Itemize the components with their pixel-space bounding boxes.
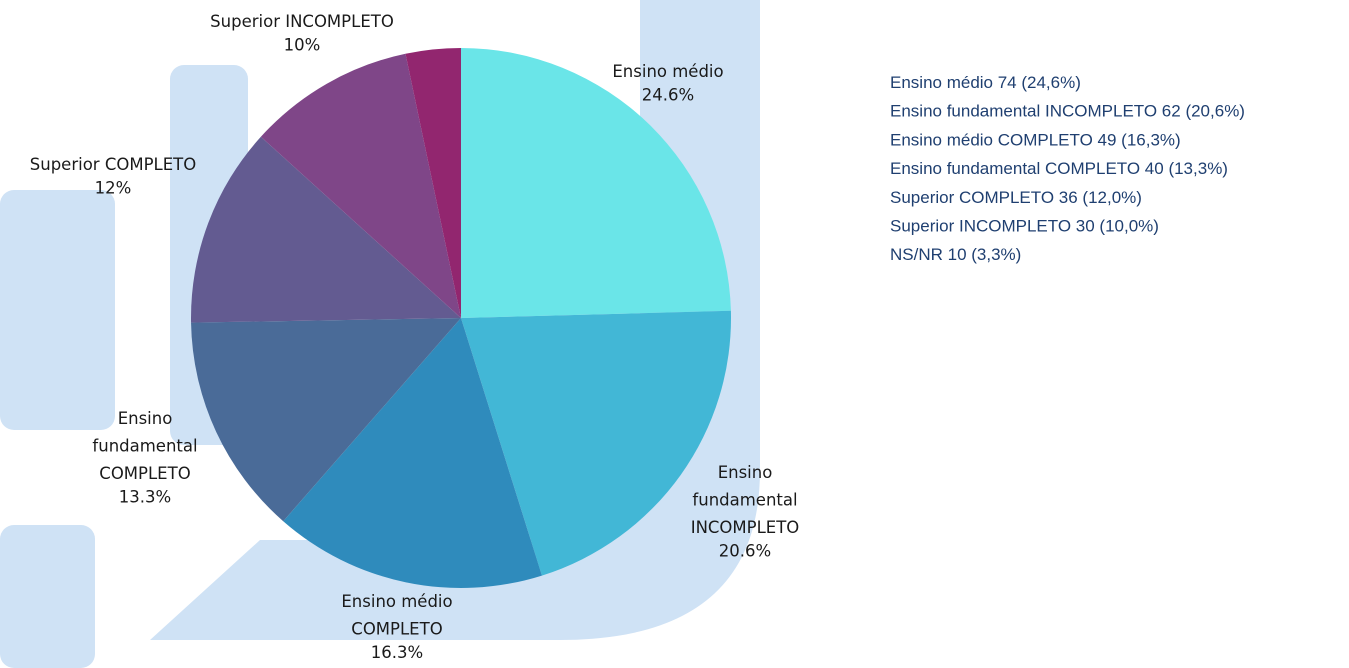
slice-label: Ensino fundamental INCOMPLETO (691, 463, 800, 537)
slice-label-line: Ensino (718, 463, 773, 482)
legend-entry: Superior INCOMPLETO 30 (10,0%) (890, 217, 1159, 236)
slice-label-line: COMPLETO (351, 620, 442, 639)
slice-label: Ensino médio (612, 62, 723, 81)
legend-entry: Ensino médio COMPLETO 49 (16,3%) (890, 130, 1181, 149)
pie-slice (461, 310, 731, 576)
slice-label: Ensino médio COMPLETO (341, 592, 452, 639)
pie-slice (405, 48, 461, 318)
background-watermark (0, 0, 760, 668)
slice-value-label: 16.3% (371, 643, 423, 662)
slice-value-label: 24.6% (642, 86, 694, 105)
slice-value-label: 20.6% (719, 542, 771, 561)
slice-label-line: Ensino (118, 409, 173, 428)
legend-entry: Ensino médio 74 (24,6%) (890, 73, 1081, 92)
slice-label-line: Ensino médio (612, 62, 723, 81)
slice-label-line: fundamental (92, 437, 197, 456)
slice-label-line: Superior COMPLETO (30, 155, 196, 174)
slice-label-line: COMPLETO (99, 464, 190, 483)
slice-label: Superior COMPLETO (30, 155, 196, 174)
legend-entry: Superior COMPLETO 36 (12,0%) (890, 188, 1142, 207)
pie-slice (191, 136, 461, 323)
legend-entry: Ensino fundamental COMPLETO 40 (13,3%) (890, 159, 1228, 178)
legend-entry: Ensino fundamental INCOMPLETO 62 (20,6%) (890, 102, 1245, 121)
pie-slice (260, 53, 461, 319)
legend-entry: NS/NR 10 (3,3%) (890, 245, 1021, 264)
slice-value-label: 13.3% (119, 488, 171, 507)
pie-slice (191, 318, 461, 522)
pie-slice (461, 48, 731, 318)
slice-label-line: Ensino médio (341, 592, 452, 611)
slice-label: Ensino fundamental COMPLETO (92, 409, 197, 483)
slice-label: Superior INCOMPLETO (210, 12, 394, 31)
slice-label-line: INCOMPLETO (691, 518, 800, 537)
slice-value-label: 12% (95, 179, 132, 198)
slice-value-label: 10% (284, 36, 321, 55)
pie-slice (283, 318, 542, 588)
slice-label-line: fundamental (692, 491, 797, 510)
slice-label-line: Superior INCOMPLETO (210, 12, 394, 31)
